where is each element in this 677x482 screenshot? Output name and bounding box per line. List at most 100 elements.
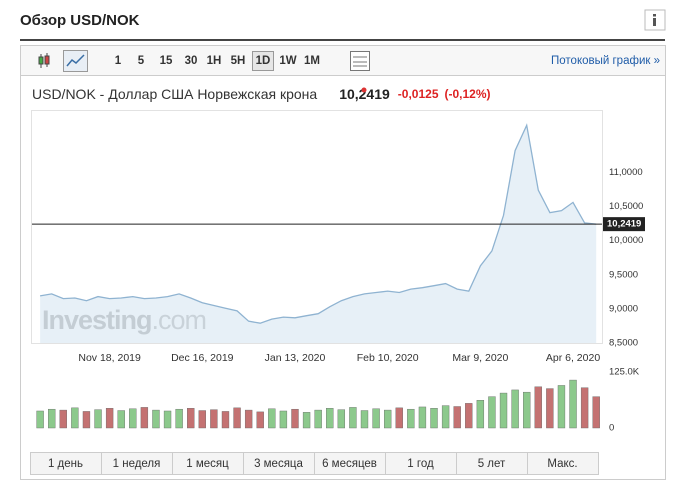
period-button[interactable] bbox=[527, 452, 599, 475]
y-tick-label: 10,5000 bbox=[609, 201, 643, 212]
volume-bar bbox=[117, 410, 125, 429]
interval-button[interactable]: 1W bbox=[279, 55, 296, 67]
x-tick-label: Jan 13, 2020 bbox=[265, 352, 326, 364]
period-label: 1 неделя bbox=[113, 458, 161, 470]
interval-button[interactable]: 5 bbox=[138, 55, 145, 67]
volume-bar bbox=[36, 410, 44, 429]
interval-button[interactable]: 1 bbox=[115, 55, 122, 67]
volume-bar bbox=[71, 407, 79, 429]
volume-bar bbox=[105, 408, 114, 429]
volume-tick-label: 0 bbox=[609, 423, 614, 434]
volume-bar bbox=[244, 409, 253, 429]
volume-bar bbox=[523, 391, 531, 429]
price-area bbox=[40, 125, 597, 343]
interval-button[interactable]: 1H bbox=[207, 55, 222, 67]
volume-bar bbox=[82, 411, 91, 429]
price-line bbox=[39, 123, 597, 324]
period-label: 6 месяцев bbox=[322, 458, 377, 470]
volume-bar bbox=[94, 409, 102, 429]
widget-title: Обзор USD/NOK bbox=[20, 12, 140, 29]
period-label: 3 месяца bbox=[254, 458, 303, 470]
volume-bar bbox=[407, 408, 415, 429]
table-icon[interactable] bbox=[350, 51, 370, 71]
y-tick-label: 10,0000 bbox=[609, 235, 643, 246]
line-icon-selected[interactable] bbox=[63, 50, 88, 72]
last-price-tag bbox=[603, 217, 645, 232]
volume-bar bbox=[59, 409, 67, 429]
interval-button[interactable]: 1M bbox=[304, 55, 320, 67]
volume-bar bbox=[546, 388, 554, 429]
volume-bar bbox=[383, 409, 392, 429]
period-label: 1 месяц bbox=[186, 458, 229, 470]
volume-bar bbox=[349, 407, 357, 429]
volume-bar bbox=[268, 408, 276, 429]
volume-bar bbox=[499, 392, 508, 429]
volume-bar bbox=[233, 407, 241, 429]
last-price-label: 10,2419 bbox=[607, 219, 641, 230]
period-label: 1 день bbox=[48, 458, 83, 470]
volume-bar bbox=[534, 386, 542, 429]
x-tick-label: Dec 16, 2019 bbox=[171, 352, 234, 364]
period-label: Макс. bbox=[547, 458, 577, 470]
instrument-name: USD/NOK - Доллар США Норвежская крона bbox=[32, 86, 317, 102]
line-icon bbox=[66, 54, 85, 67]
volume-bar bbox=[441, 405, 450, 429]
toolbar bbox=[20, 45, 666, 76]
volume-bar bbox=[557, 385, 566, 429]
volume-bar bbox=[337, 409, 346, 429]
y-tick-label: 9,0000 bbox=[609, 303, 638, 314]
candle-icon[interactable] bbox=[38, 53, 50, 68]
volume-bar bbox=[314, 409, 322, 429]
x-tick-label: Apr 6, 2020 bbox=[546, 352, 600, 364]
interval-button[interactable]: 1D bbox=[256, 55, 271, 67]
volume-bar bbox=[187, 408, 195, 429]
stream-link[interactable]: Потоковый график » bbox=[551, 55, 660, 67]
y-tick-label: 8,5000 bbox=[609, 338, 638, 349]
volume-bar bbox=[129, 408, 137, 429]
volume-bar bbox=[430, 408, 438, 429]
volume-bar bbox=[210, 409, 218, 429]
volume-bar bbox=[221, 411, 230, 429]
volume-bar bbox=[580, 387, 589, 429]
volume-bar bbox=[163, 410, 172, 429]
volume-bar bbox=[48, 408, 56, 429]
interval-selected bbox=[252, 51, 274, 71]
interval-button[interactable]: 5H bbox=[231, 55, 246, 67]
volume-bar bbox=[453, 406, 461, 429]
interval-button[interactable]: 15 bbox=[160, 55, 173, 67]
volume-bar bbox=[198, 410, 206, 429]
volume-bar bbox=[175, 408, 183, 429]
volume-bar bbox=[488, 396, 496, 429]
volume-bar bbox=[291, 408, 299, 429]
period-label: 1 год bbox=[407, 458, 434, 470]
volume-bar bbox=[395, 407, 403, 429]
info-icon bbox=[653, 18, 656, 26]
volume-bar bbox=[476, 400, 485, 429]
volume-bar bbox=[140, 407, 149, 429]
y-tick-label: 11,0000 bbox=[609, 167, 643, 178]
volume-bar bbox=[360, 410, 369, 429]
info-icon-dot bbox=[653, 14, 656, 17]
live-marker bbox=[361, 87, 367, 93]
interval-button[interactable]: 30 bbox=[185, 55, 198, 67]
volume-bar bbox=[418, 406, 427, 429]
x-tick-label: Nov 18, 2019 bbox=[78, 352, 141, 364]
volume-bar bbox=[592, 396, 600, 429]
x-tick-label: Mar 9, 2020 bbox=[452, 352, 508, 364]
volume-bar bbox=[302, 412, 311, 429]
volume-bar bbox=[279, 410, 288, 429]
quote-line: USD/NOK - Доллар США Норвежская крона 10,… bbox=[32, 86, 491, 102]
volume-bar bbox=[152, 409, 160, 429]
volume-bar bbox=[569, 379, 577, 429]
price-change-pct: (-0,12%) bbox=[445, 87, 491, 101]
volume-bar bbox=[326, 408, 334, 429]
x-tick-label: Feb 10, 2020 bbox=[357, 352, 419, 364]
volume-bar bbox=[256, 411, 264, 429]
volume-bar bbox=[511, 389, 519, 429]
period-label: 5 лет bbox=[478, 458, 506, 470]
price-change: -0,0125 bbox=[398, 87, 439, 101]
volume-tick-label: 125.0K bbox=[609, 367, 640, 378]
volume-bar bbox=[465, 403, 473, 429]
